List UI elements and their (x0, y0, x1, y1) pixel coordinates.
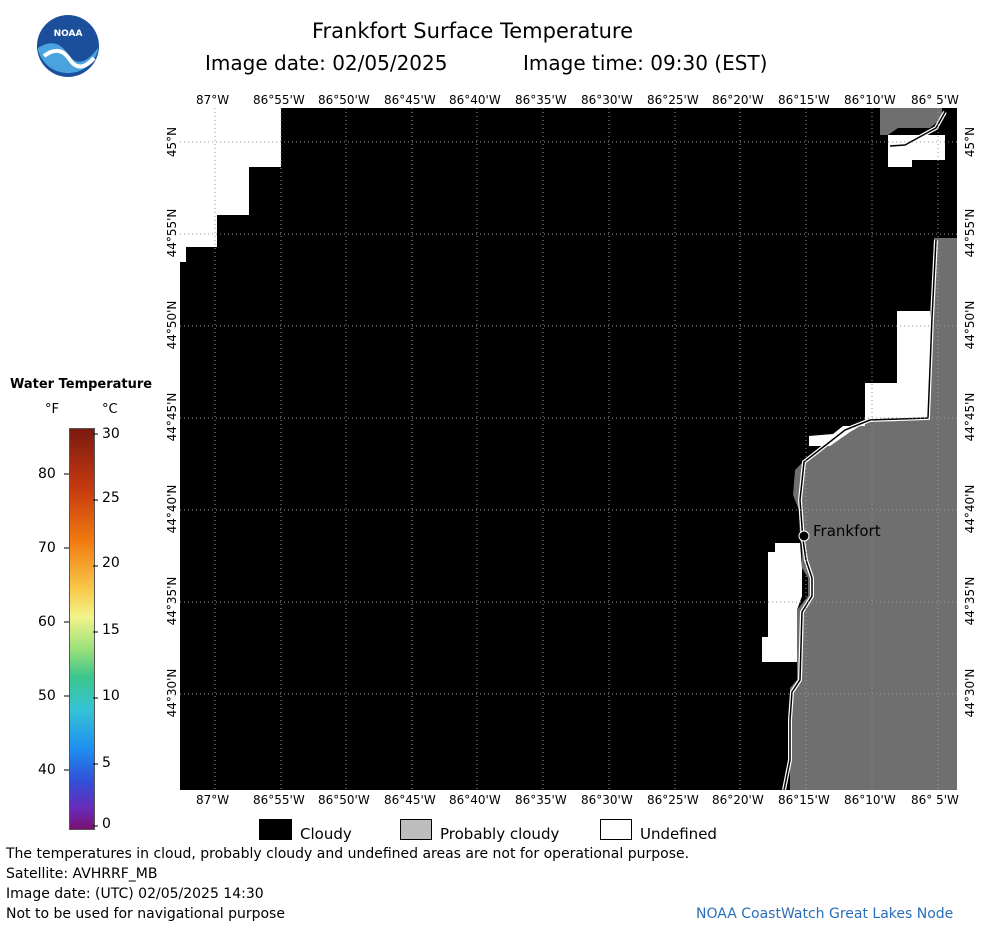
footer-credit-link[interactable]: NOAA CoastWatch Great Lakes Node (696, 906, 954, 922)
lon-label-top: 86° 5'W (911, 93, 959, 107)
scale-c-tick: 10 (102, 688, 120, 704)
lon-label-bottom: 86°25'W (647, 793, 699, 807)
legend-swatch-cloudy (259, 819, 292, 840)
lon-label-bottom: 86°40'W (449, 793, 501, 807)
lon-label-bottom: 86°45'W (384, 793, 436, 807)
scale-f-tick: 40 (38, 762, 56, 778)
lon-label-top: 86°35'W (515, 93, 567, 107)
scale-title: Water Temperature (10, 377, 153, 392)
image-time: Image time: 09:30 (EST) (523, 51, 768, 75)
legend-label-cloudy: Cloudy (300, 825, 352, 843)
legend-label-probably-cloudy: Probably cloudy (440, 825, 560, 843)
scale-c-tick: 0 (102, 816, 111, 832)
scale-f-tick: 80 (38, 466, 56, 482)
lon-label-top: 86°15'W (778, 93, 830, 107)
legend-swatch-probably-cloudy (400, 819, 432, 840)
frankfort-label: Frankfort (813, 522, 881, 540)
lon-label-top: 86°30'W (581, 93, 633, 107)
frankfort-marker (798, 530, 810, 542)
undefined-region-ne (888, 135, 945, 167)
lon-label-top: 86°20'W (712, 93, 764, 107)
legend-swatch-undefined (600, 819, 632, 840)
lon-label-bottom: 86°10'W (844, 793, 896, 807)
footer-utc-date: Image date: (UTC) 02/05/2025 14:30 (6, 886, 264, 902)
coastline-inner (783, 111, 946, 791)
scale-f-tick: 50 (38, 688, 56, 704)
color-scale-bar (69, 428, 95, 830)
lon-label-bottom: 86° 5'W (911, 793, 959, 807)
scale-c-tick: 15 (102, 622, 120, 638)
scale-c-tick: 20 (102, 555, 120, 571)
scale-c-tick: 30 (102, 426, 120, 442)
lon-label-top: 86°10'W (844, 93, 896, 107)
lon-label-bottom: 86°55'W (253, 793, 305, 807)
image-date: Image date: 02/05/2025 (205, 51, 448, 75)
scale-ticks (64, 433, 98, 827)
lon-label-bottom: 86°35'W (515, 793, 567, 807)
logo-text: NOAA (54, 29, 83, 39)
lon-label-top: 86°40'W (449, 93, 501, 107)
footer-disclaimer: The temperatures in cloud, probably clou… (6, 846, 690, 862)
scale-c-tick: 25 (102, 490, 120, 506)
probably-cloudy-land (790, 238, 957, 790)
lon-label-top: 86°45'W (384, 93, 436, 107)
lon-label-top: 87°W (196, 93, 230, 107)
footer-satellite: Satellite: AVHRRF_MB (6, 866, 158, 882)
undefined-coast-lower (762, 543, 802, 662)
probably-cloudy-ne (880, 108, 942, 135)
lon-label-bottom: 86°50'W (318, 793, 370, 807)
lon-label-top: 86°55'W (253, 93, 305, 107)
undefined-region-nw (180, 108, 281, 262)
scale-c-tick: 5 (102, 755, 111, 771)
undefined-coast-upper (809, 311, 930, 446)
lon-label-top: 86°50'W (318, 93, 370, 107)
scale-unit-c: °C (102, 402, 118, 417)
noaa-logo: NOAA (36, 14, 100, 78)
lon-label-bottom: 86°30'W (581, 793, 633, 807)
lon-label-bottom: 87°W (196, 793, 230, 807)
legend-label-undefined: Undefined (640, 825, 717, 843)
scale-f-tick: 70 (38, 540, 56, 556)
scale-unit-f: °F (45, 402, 59, 417)
graticule (180, 108, 957, 790)
lon-label-bottom: 86°15'W (778, 793, 830, 807)
lon-label-bottom: 86°20'W (712, 793, 764, 807)
scale-f-tick: 60 (38, 614, 56, 630)
footer-navigation-warning: Not to be used for navigational purpose (6, 906, 285, 922)
lon-label-top: 86°25'W (647, 93, 699, 107)
page-title: Frankfort Surface Temperature (312, 19, 634, 43)
